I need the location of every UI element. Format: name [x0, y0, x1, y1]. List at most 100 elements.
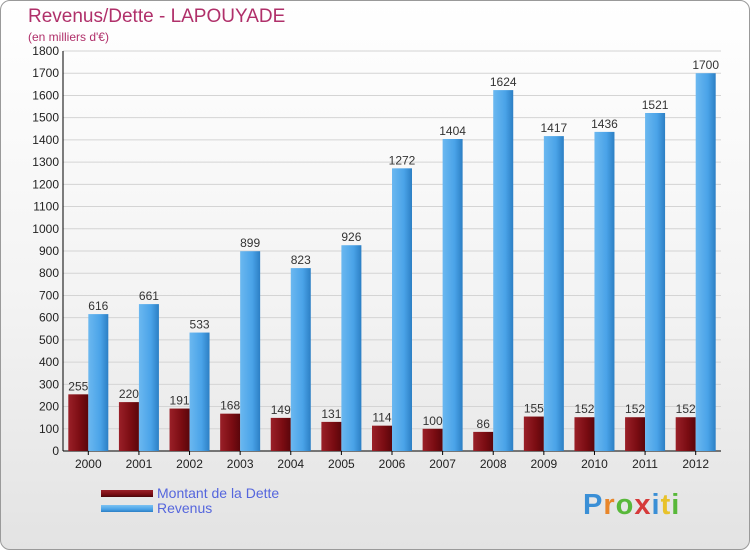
legend-label-revenus: Revenus [157, 500, 213, 516]
bar-dette [473, 431, 494, 451]
y-tick-label: 0 [52, 444, 59, 458]
data-label-dette: 100 [423, 414, 443, 428]
bar-revenus [88, 314, 109, 451]
y-tick-label: 1300 [32, 155, 59, 169]
data-label-revenus: 533 [190, 318, 210, 332]
bar-revenus [290, 268, 311, 451]
x-tick-label: 2010 [581, 457, 608, 471]
data-label-dette: 152 [676, 402, 696, 416]
data-label-dette: 131 [321, 407, 341, 421]
data-label-revenus: 1700 [692, 58, 719, 72]
data-label-revenus: 1417 [540, 121, 567, 135]
bar-dette [574, 417, 595, 451]
chart-subtitle: (en milliers d'€) [28, 30, 109, 44]
data-label-revenus: 899 [240, 236, 260, 250]
data-label-dette: 149 [271, 403, 291, 417]
bar-dette [68, 394, 89, 451]
data-label-dette: 86 [477, 417, 491, 431]
data-label-dette: 155 [524, 402, 544, 416]
y-tick-label: 500 [39, 333, 59, 347]
x-tick-label: 2008 [480, 457, 507, 471]
bar-dette [625, 417, 646, 451]
x-tick-label: 2009 [530, 457, 557, 471]
y-tick-label: 400 [39, 355, 59, 369]
y-tick-label: 1100 [33, 200, 59, 214]
bar-revenus [341, 245, 362, 451]
bar-dette [523, 416, 544, 451]
data-label-revenus: 661 [139, 289, 159, 303]
logo-letter: P [583, 489, 604, 521]
bar-revenus [189, 332, 210, 451]
x-tick-label: 2012 [682, 457, 709, 471]
x-tick-label: 2005 [328, 457, 355, 471]
data-label-revenus: 1521 [642, 98, 669, 112]
bar-revenus [493, 90, 514, 451]
bar-dette [220, 413, 241, 451]
logo-letter: x [634, 489, 652, 521]
bar-dette [118, 402, 139, 451]
y-tick-label: 700 [39, 288, 59, 302]
data-label-revenus: 1404 [439, 124, 466, 138]
bar-dette [321, 421, 342, 451]
bar-revenus [543, 136, 564, 451]
x-tick-label: 2004 [277, 457, 304, 471]
logo-letter: i [671, 489, 681, 521]
data-label-dette: 114 [372, 411, 391, 425]
bar-revenus [240, 251, 261, 451]
y-tick-label: 1000 [32, 222, 59, 236]
logo-letter: r [603, 489, 616, 521]
bar-dette [169, 408, 190, 451]
x-tick-label: 2003 [227, 457, 254, 471]
y-tick-label: 1800 [32, 44, 59, 58]
x-tick-label: 2000 [75, 457, 102, 471]
x-tick-label: 2011 [632, 457, 658, 471]
data-label-dette: 255 [68, 379, 88, 393]
legend-label-dette: Montant de la Dette [157, 485, 280, 501]
y-tick-label: 1700 [32, 66, 59, 80]
data-label-revenus: 823 [291, 253, 311, 267]
y-tick-label: 100 [39, 422, 59, 436]
x-tick-label: 2006 [379, 457, 406, 471]
bar-dette [675, 417, 696, 451]
data-label-revenus: 1436 [591, 117, 618, 131]
data-label-revenus: 926 [341, 230, 361, 244]
x-tick-label: 2002 [176, 457, 203, 471]
legend-swatch-revenus [101, 505, 153, 512]
y-tick-label: 1600 [32, 88, 59, 102]
bar-revenus [695, 73, 716, 451]
logo-letter: i [651, 489, 661, 521]
bar-revenus [442, 139, 463, 451]
bar-revenus [138, 304, 159, 451]
logo-letter: o [615, 489, 635, 521]
logo-letter: t [660, 489, 672, 521]
data-label-dette: 191 [170, 394, 190, 408]
data-label-revenus: 1624 [490, 75, 517, 89]
data-label-dette: 152 [625, 402, 645, 416]
x-tick-label: 2007 [429, 457, 456, 471]
proxiti-logo: Proxiti [583, 489, 680, 522]
x-tick-label: 2001 [126, 457, 153, 471]
bar-revenus [392, 168, 412, 452]
y-tick-label: 1400 [32, 133, 59, 147]
bar-dette [270, 417, 291, 451]
bar-revenus [594, 131, 615, 451]
bar-dette [422, 428, 443, 451]
y-tick-label: 900 [39, 244, 59, 258]
chart-title: Revenus/Dette - LAPOUYADE [28, 6, 286, 27]
y-tick-label: 600 [39, 311, 59, 325]
y-tick-label: 200 [39, 400, 59, 414]
y-tick-label: 800 [39, 266, 59, 280]
data-label-dette: 152 [574, 402, 594, 416]
y-tick-label: 1500 [32, 111, 59, 125]
data-label-revenus: 616 [88, 299, 108, 313]
bar-dette [372, 425, 392, 451]
data-label-dette: 220 [119, 387, 139, 401]
y-tick-label: 300 [39, 377, 59, 391]
data-label-revenus: 1272 [389, 153, 416, 167]
data-label-dette: 168 [220, 399, 240, 413]
y-tick-label: 1200 [32, 177, 59, 191]
legend-swatch-dette [101, 490, 153, 497]
bar-revenus [645, 113, 666, 451]
